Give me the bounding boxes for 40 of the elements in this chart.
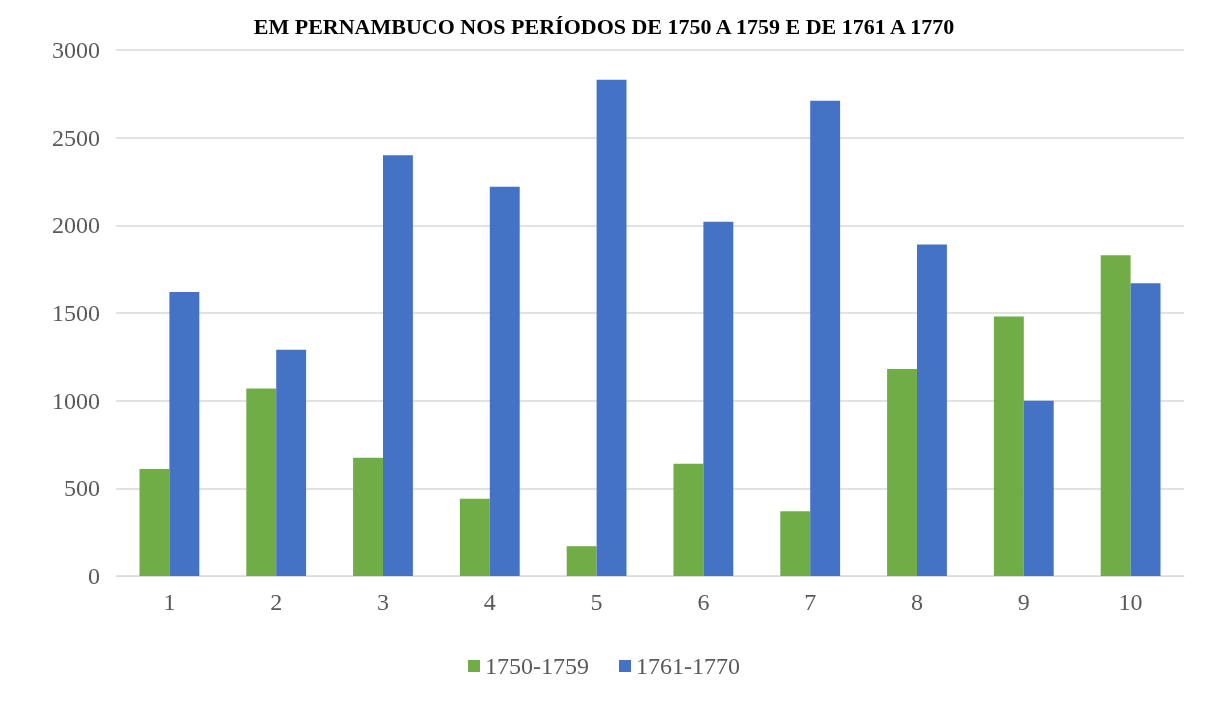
x-tick-label: 4: [483, 589, 496, 615]
bar: [489, 186, 520, 576]
bar: [993, 316, 1024, 576]
y-tick-label: 500: [64, 475, 100, 502]
x-tick-label: 3: [377, 589, 389, 615]
bar: [703, 221, 734, 576]
x-tick-label: 10: [1118, 589, 1143, 615]
bar: [596, 79, 627, 576]
bar: [810, 100, 841, 576]
bar: [353, 457, 383, 576]
bar: [780, 511, 811, 576]
bar: [169, 291, 200, 576]
chart-title: EM PERNAMBUCO NOS PERÍODOS DE 1750 A 1759 E DE 1761 A 1770: [253, 13, 955, 39]
x-tick-label: 9: [1017, 589, 1030, 615]
bar: [1130, 283, 1161, 576]
bar: [1100, 255, 1131, 576]
x-tick-label: 6: [697, 589, 710, 615]
x-tick-label: 7: [804, 589, 817, 615]
y-tick-label: 1000: [52, 387, 100, 414]
legend-label: 1761-1770: [636, 653, 740, 679]
x-tick-label: 2: [270, 589, 283, 615]
bar: [276, 349, 307, 576]
bar: [459, 498, 490, 576]
y-tick-label: 1500: [52, 300, 100, 326]
legend-label: 1750-1759: [485, 653, 590, 679]
x-tick-label: 1: [163, 589, 176, 615]
y-tick-label: 2500: [52, 124, 100, 151]
bar: [566, 546, 597, 576]
y-tick-label: 2000: [52, 212, 100, 239]
bar: [246, 388, 277, 576]
bar: [1023, 400, 1054, 576]
y-tick-label: 3000: [52, 37, 100, 63]
bar: [139, 469, 170, 576]
bar: [673, 463, 704, 576]
y-tick-label: 0: [88, 563, 100, 589]
bar: [383, 155, 413, 576]
bar: [917, 244, 947, 576]
bar: [887, 369, 917, 576]
x-tick-label: 8: [911, 589, 923, 615]
x-tick-label: 5: [590, 589, 603, 615]
